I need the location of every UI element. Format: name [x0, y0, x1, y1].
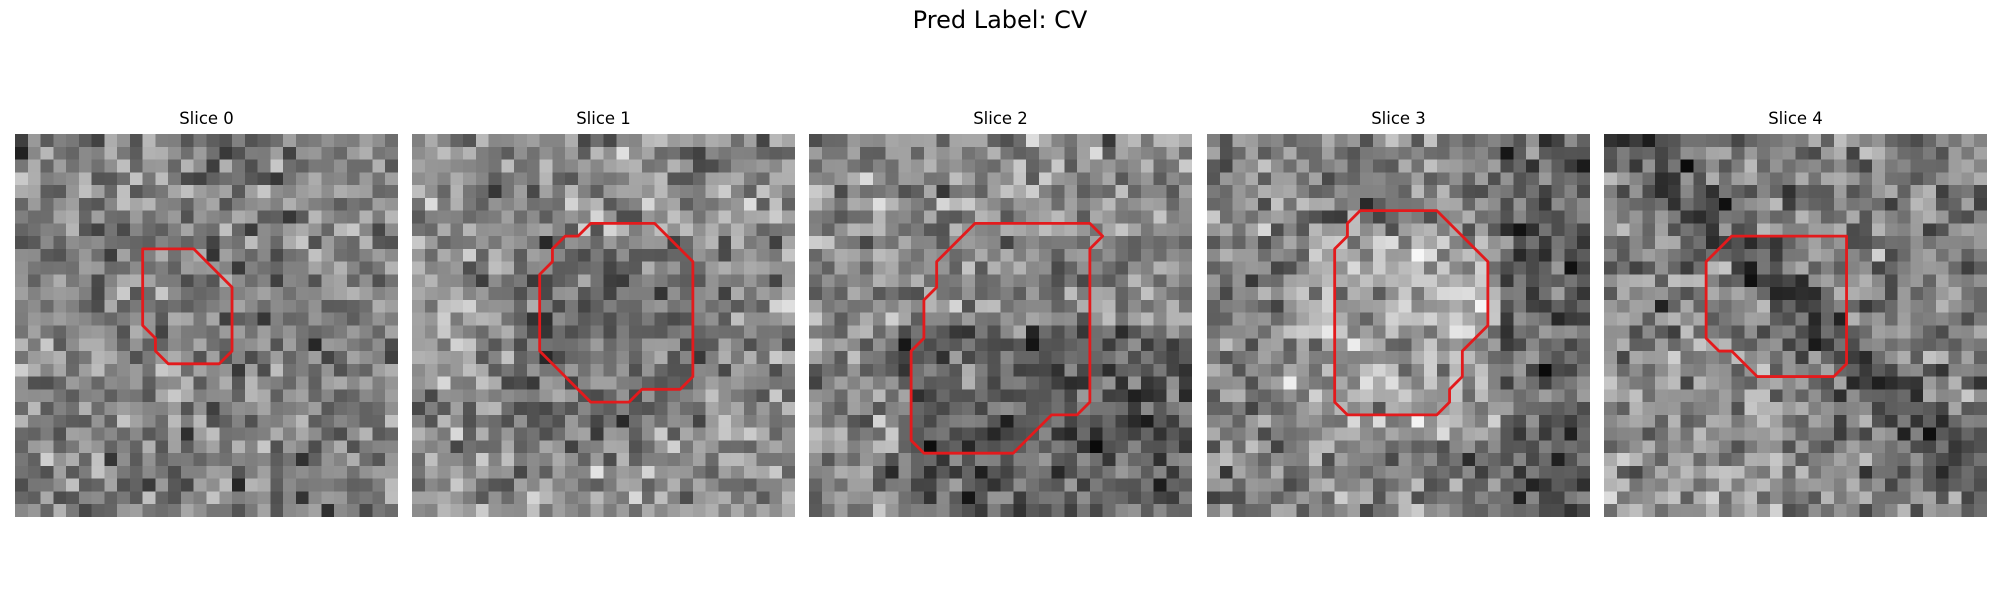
segmentation-contour: [1333, 209, 1490, 417]
slice-panel: Slice 3: [1207, 108, 1590, 517]
slice-panel: Slice 2: [809, 108, 1192, 517]
figure-title: Pred Label: CV: [912, 6, 1088, 34]
slice-title: Slice 4: [1768, 109, 1823, 128]
segmentation-contour: [141, 247, 234, 366]
segmentation-contour: [1704, 234, 1848, 378]
slice-panel: Slice 1: [412, 108, 795, 517]
slice-panel: Slice 0: [15, 108, 398, 517]
slice-panel: Slice 4: [1604, 108, 1987, 517]
segmentation-contour: [538, 221, 695, 404]
slice-title: Slice 1: [576, 109, 631, 128]
slice-image: [15, 134, 398, 517]
slice-image: [1604, 134, 1987, 517]
slice-title: Slice 3: [1371, 109, 1426, 128]
slice-image: [1207, 134, 1590, 517]
slice-image: [412, 134, 795, 517]
segmentation-contour: [909, 221, 1105, 455]
slice-title: Slice 2: [973, 109, 1028, 128]
slice-image: [809, 134, 1192, 517]
slice-title: Slice 0: [179, 109, 234, 128]
